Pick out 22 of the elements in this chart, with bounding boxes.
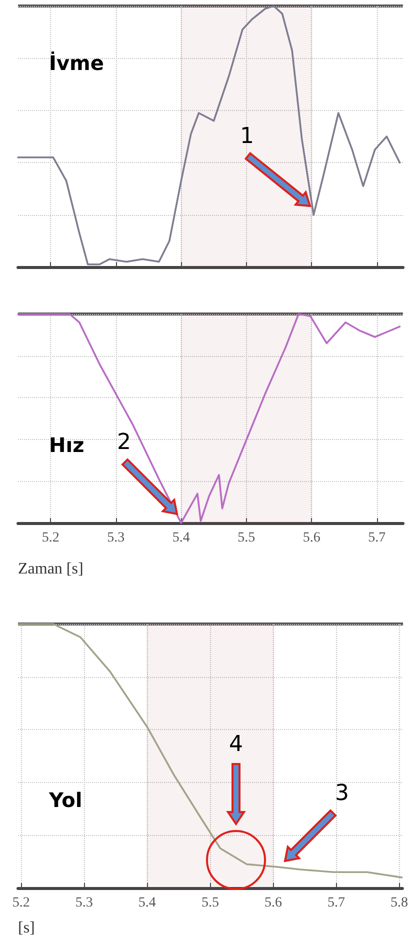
x-tick-label: 5.6	[264, 896, 282, 910]
text: İvme	[49, 51, 104, 75]
x-tick-label: 5.6	[302, 530, 320, 546]
annotation: 2	[117, 430, 131, 455]
x-tick-label: 5.8	[390, 896, 408, 910]
x-tick-label: 5.2	[42, 530, 60, 546]
x-axis-title: Zaman [s]	[18, 560, 84, 578]
x-tick-label: 5.3	[75, 896, 93, 910]
x-tick-label: 5.3	[107, 530, 125, 546]
x-tick-label: 5.7	[368, 530, 386, 546]
annotation: 3	[335, 781, 349, 806]
x-tick-label: 5.4	[172, 530, 190, 546]
x-tick-label: 5.4	[138, 896, 156, 910]
x-tick-label: 5.5	[238, 530, 256, 546]
annotation: 1	[240, 124, 254, 149]
x-axis-title: [s]	[18, 920, 35, 936]
text: Yol	[48, 788, 82, 812]
x-tick-label: 5.2	[12, 896, 30, 910]
x-tick-label: 5.7	[327, 896, 345, 910]
x-tick-label: 5.5	[201, 896, 219, 910]
annotation: 4	[229, 732, 243, 757]
text: Hız	[49, 433, 84, 457]
